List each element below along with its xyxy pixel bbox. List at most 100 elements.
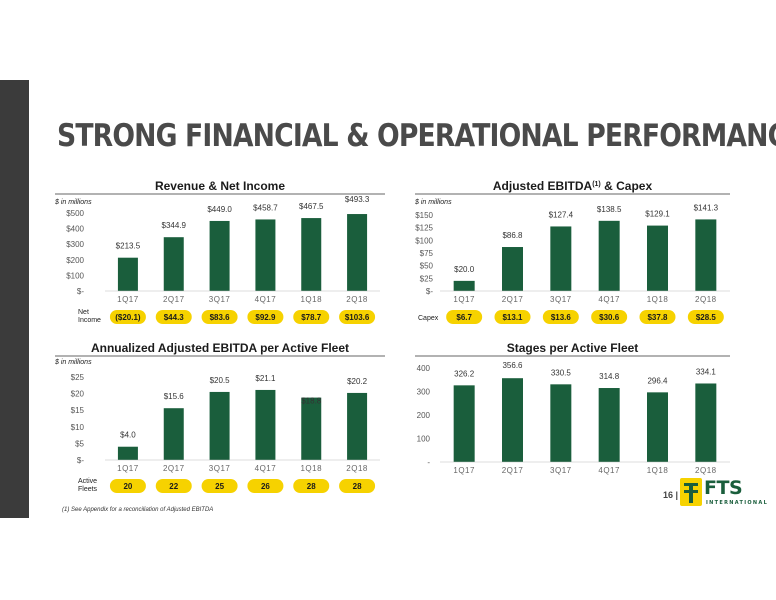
row-label-line: Income	[78, 317, 101, 324]
bar-1Q17	[117, 446, 138, 460]
category-label: 4Q17	[255, 464, 277, 473]
row-value-pill	[293, 479, 330, 493]
category-label: 2Q17	[163, 295, 185, 304]
bar-2Q18	[695, 219, 717, 291]
row-value-pill	[591, 310, 628, 324]
category-label: 2Q18	[346, 464, 368, 473]
row-value: 22	[169, 482, 178, 491]
bar-4Q17	[255, 389, 276, 460]
row-value-pill	[494, 310, 531, 324]
bar-2Q17	[502, 247, 523, 291]
category-label: 1Q18	[647, 466, 669, 475]
row-value-pill	[542, 310, 579, 324]
y-tick-label: $-	[426, 287, 433, 296]
chart-title-suffix: & Capex	[601, 179, 653, 193]
side-bar	[0, 80, 29, 518]
row-label-line: Fleets	[78, 486, 98, 493]
company-logo: FTS INTERNATIONAL	[680, 477, 767, 510]
y-tick-label: 400	[417, 364, 431, 373]
y-tick-label: $20	[71, 390, 85, 399]
row-value-pill	[446, 310, 483, 324]
row-value-pill	[201, 310, 238, 324]
row-value: $78.7	[301, 313, 322, 322]
category-label: 2Q17	[502, 295, 524, 304]
y-tick-label: -	[427, 458, 430, 467]
footnote: (1) See Appendix for a reconciliation of…	[62, 507, 214, 513]
row-value-pill	[201, 479, 238, 493]
data-label: $493.3	[345, 195, 370, 204]
ebitda-per-fleet-chart: Annualized Adjusted EBITDA per Active Fl…	[54, 341, 385, 493]
y-tick-label: $25	[71, 373, 85, 382]
y-tick-label: $400	[66, 225, 84, 234]
row-value-pill	[155, 479, 192, 493]
data-label: 326.2	[454, 369, 475, 378]
data-label: $20.5	[210, 376, 231, 385]
y-tick-label: $10	[71, 423, 85, 432]
row-value: 28	[307, 482, 316, 491]
bar-3Q17	[209, 220, 230, 291]
data-label: $467.5	[299, 202, 324, 211]
bar-1Q17	[453, 280, 475, 291]
bar-2Q17	[502, 378, 523, 462]
y-tick-label: 300	[417, 388, 431, 397]
category-label: 1Q18	[300, 295, 322, 304]
chart-title: Revenue & Net Income	[155, 179, 285, 193]
data-label: 296.4	[647, 376, 668, 385]
chart-title: Stages per Active Fleet	[507, 341, 639, 355]
category-label: 1Q17	[117, 295, 139, 304]
units-label: $ in millions	[54, 199, 92, 206]
y-tick-label: $5	[75, 439, 84, 448]
category-label: 4Q17	[598, 295, 620, 304]
category-label: 3Q17	[209, 295, 231, 304]
chart-title-text: Revenue & Net Income	[155, 179, 285, 193]
category-label: 2Q18	[346, 295, 368, 304]
row-value-pill	[293, 310, 330, 324]
y-tick-label: $150	[415, 211, 433, 220]
chart-title: Annualized Adjusted EBITDA per Active Fl…	[91, 341, 349, 355]
chart-title-text: Stages per Active Fleet	[507, 341, 639, 355]
category-label: 2Q17	[163, 464, 185, 473]
chart-title: Adjusted EBITDA(1) & Capex	[493, 179, 653, 193]
row-value: $83.6	[210, 313, 231, 322]
row-label: Capex	[418, 315, 439, 322]
bar-1Q17	[117, 257, 138, 291]
bar-3Q17	[550, 226, 572, 291]
chart-title-text: Adjusted EBITDA	[493, 179, 593, 193]
stages-per-fleet-chart: Stages per Active Fleet - 100 200 300 400 326.…	[415, 341, 730, 475]
y-tick-label: $100	[415, 236, 433, 245]
category-label: 1Q17	[453, 466, 475, 475]
row-value-pill	[109, 310, 146, 324]
data-label: $138.5	[597, 205, 622, 214]
y-tick-label: $50	[420, 262, 434, 271]
data-label: $20.2	[347, 377, 368, 386]
row-value: $92.9	[255, 313, 276, 322]
category-label: 2Q17	[502, 466, 524, 475]
bar-2Q18	[347, 392, 368, 460]
chart-title-text: Annualized Adjusted EBITDA per Active Fl…	[91, 341, 349, 355]
data-label: 330.5	[551, 368, 572, 377]
data-label: $127.4	[549, 210, 574, 219]
bar-4Q17	[255, 219, 276, 291]
y-tick-label: $100	[66, 271, 84, 280]
row-value-pill	[687, 310, 724, 324]
y-tick-label: $75	[420, 249, 434, 258]
category-label: 4Q17	[598, 466, 620, 475]
bar-1Q18	[647, 225, 668, 291]
logo-text: FTS	[704, 477, 743, 499]
bar-1Q17	[453, 385, 475, 462]
data-label: 334.1	[696, 367, 717, 376]
bar-2Q17	[163, 408, 184, 460]
y-tick-label: $25	[420, 274, 434, 283]
category-label: 1Q17	[117, 464, 139, 473]
units-label: $ in millions	[414, 199, 452, 206]
y-tick-label: 200	[417, 411, 431, 420]
row-value: $13.6	[551, 313, 572, 322]
bar-2Q18	[347, 214, 368, 291]
bar-1Q18	[301, 218, 322, 291]
category-label: 1Q18	[300, 464, 322, 473]
data-label: $449.0	[207, 205, 232, 214]
bar-1Q18	[301, 397, 322, 460]
adjusted-ebitda-capex-chart: Adjusted EBITDA(1) & Capex $ in millions $…	[414, 179, 730, 324]
row-value-pill	[339, 310, 376, 324]
data-label: 356.6	[502, 361, 523, 370]
